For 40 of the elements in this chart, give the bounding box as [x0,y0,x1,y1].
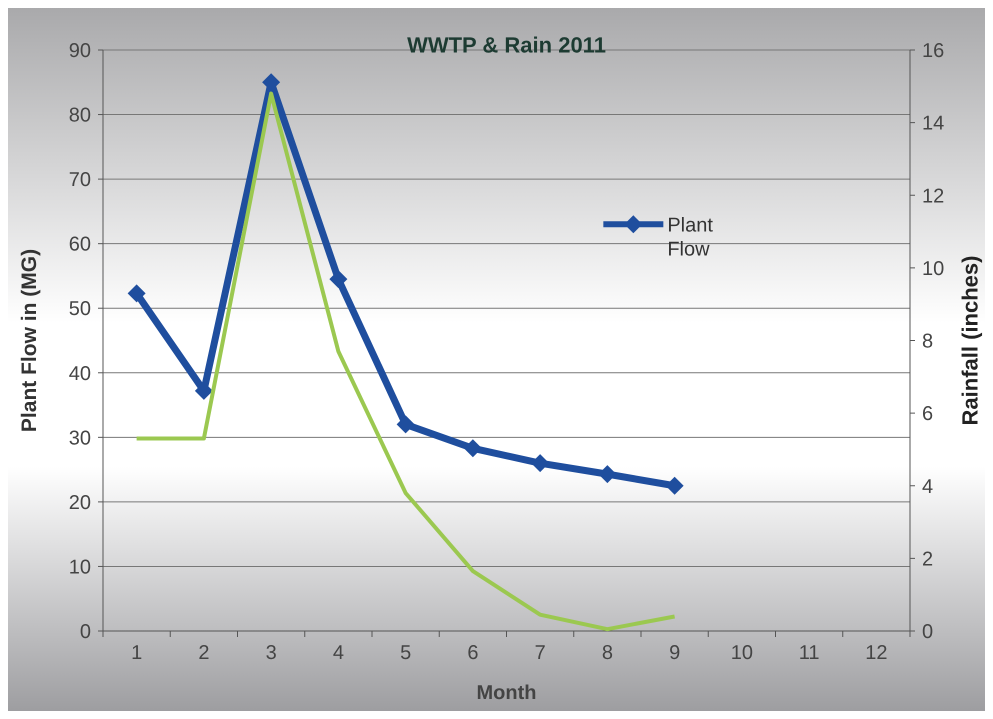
y-tick-label: 0 [80,621,91,643]
y-tick-label: 30 [68,427,91,450]
y-axis-title: Plant Flow in (MG) [18,248,41,432]
y-tick-label: 90 [68,40,91,62]
x-tick-label: 4 [332,642,344,664]
y-tick-label: 40 [68,362,91,385]
y-tick-label: 70 [68,169,91,192]
x-tick-label: 10 [730,642,753,664]
y-tick-label: 50 [68,298,91,320]
y2-tick-label: 16 [922,40,944,62]
y2-tick-label: 12 [922,185,944,208]
y2-tick-label: 14 [922,112,944,135]
y-tick-label: 20 [68,492,91,514]
y-tick-label: 80 [68,104,91,127]
x-tick-label: 11 [798,642,820,664]
x-tick-label: 5 [400,642,412,664]
point [464,439,482,458]
point [329,270,348,288]
x-tick-label: 1 [131,642,142,664]
y2-tick-label: 2 [922,548,934,570]
x-axis-title: Month [476,682,536,704]
y2-tick-label: 4 [922,476,934,498]
point [396,415,415,434]
x-tick-label: 9 [669,642,680,664]
x-tick-label: 8 [602,642,613,664]
x-tick-label: 3 [266,642,277,664]
x-tick-label: 12 [865,642,888,664]
x-tick-label: 2 [198,642,210,664]
y-tick-label: 60 [68,234,91,256]
y-tick-label: 10 [68,556,91,578]
y2-tick-label: 8 [922,330,934,352]
x-tick-label: 6 [467,642,478,664]
x-tick-label: 7 [534,642,546,664]
legend-label: Plant Flow [667,214,714,260]
point [128,284,146,302]
y2-tick-label: 6 [922,403,934,426]
y2-tick-label: 0 [922,621,934,643]
chart-title: WWTP & Rain 2011 [407,32,606,58]
y2-tick-label: 10 [922,258,944,280]
y2-axis-title: Rainfall (inches) [957,256,982,426]
